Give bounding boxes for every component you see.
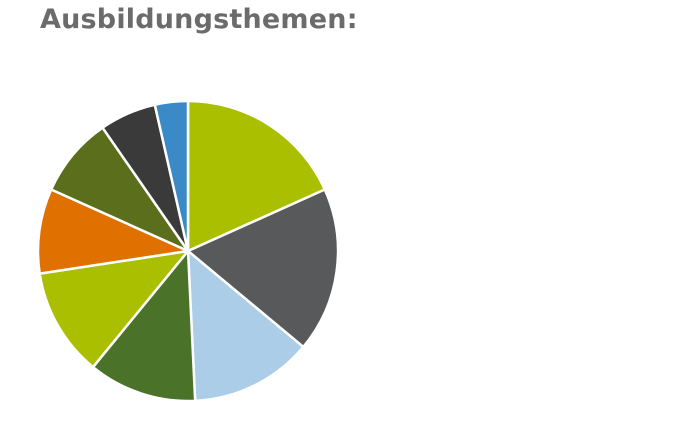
chart-title: Ausbildungsthemen: <box>40 4 358 35</box>
pie-slice-5 <box>38 249 190 369</box>
pie-chart <box>36 99 340 403</box>
pie-slice-1 <box>186 99 327 253</box>
pie-slice-2 <box>186 188 340 349</box>
pie-slice-3 <box>186 249 305 403</box>
pie-slice-6 <box>36 188 190 275</box>
pie-slice-4 <box>91 249 197 403</box>
pie-slice-9 <box>153 99 190 253</box>
